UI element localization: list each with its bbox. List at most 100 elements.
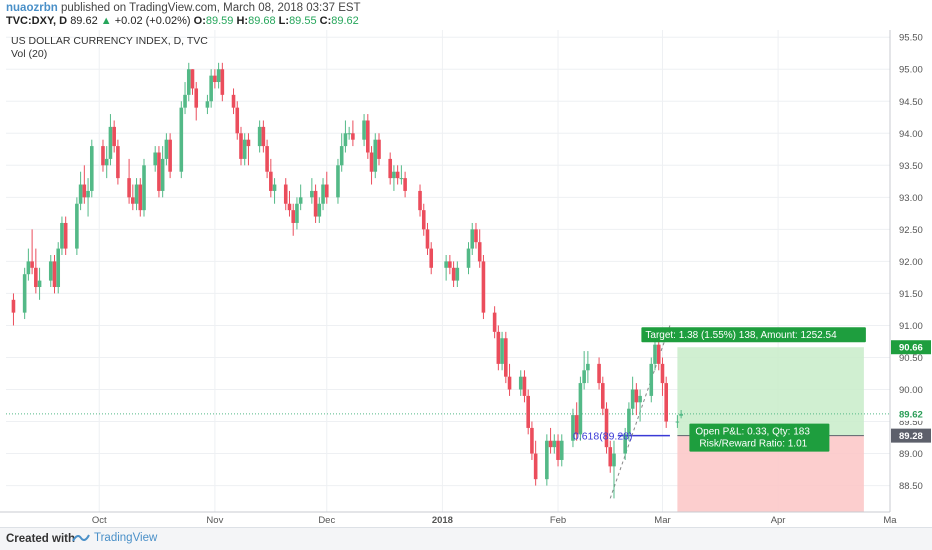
candle-body[interactable]: [399, 178, 404, 180]
candle-body[interactable]: [63, 222, 68, 249]
price-chart[interactable]: 0.618(89.28)1.13(87.90)Target: 1.38 (1.5…: [0, 30, 932, 527]
candle-body[interactable]: [552, 440, 557, 448]
candle-body[interactable]: [448, 261, 452, 268]
candle-body[interactable]: [104, 158, 109, 166]
candle-body[interactable]: [578, 383, 583, 435]
candle-body[interactable]: [86, 190, 90, 198]
candle-body[interactable]: [526, 395, 530, 428]
candle-body[interactable]: [324, 184, 329, 198]
candle-body[interactable]: [582, 370, 586, 384]
candle-body[interactable]: [492, 312, 497, 332]
candle-body[interactable]: [209, 75, 213, 102]
candle-body[interactable]: [656, 344, 661, 364]
candle-body[interactable]: [481, 261, 486, 313]
candle-body[interactable]: [556, 440, 560, 460]
candle-body[interactable]: [313, 190, 318, 217]
candle-body[interactable]: [470, 229, 475, 249]
candle-body[interactable]: [675, 421, 680, 423]
candle-body[interactable]: [186, 69, 191, 95]
candle-body[interactable]: [336, 165, 340, 198]
candle-body[interactable]: [190, 69, 195, 89]
candle-body[interactable]: [649, 363, 654, 396]
candle-body[interactable]: [444, 261, 448, 268]
candle-body[interactable]: [679, 413, 683, 416]
candle-body[interactable]: [194, 88, 199, 108]
candle-body[interactable]: [242, 139, 247, 159]
candle-body[interactable]: [388, 158, 392, 179]
candle-body[interactable]: [216, 69, 221, 83]
candle-body[interactable]: [283, 184, 288, 204]
candle-body[interactable]: [597, 363, 601, 384]
candle-body[interactable]: [377, 139, 381, 159]
candle-body[interactable]: [403, 178, 407, 191]
candle-body[interactable]: [138, 184, 143, 211]
candle-body[interactable]: [664, 383, 669, 422]
candle-body[interactable]: [612, 453, 616, 467]
candle-body[interactable]: [89, 146, 94, 191]
candle-body[interactable]: [604, 408, 609, 448]
candle-body[interactable]: [310, 190, 314, 198]
candle-body[interactable]: [157, 152, 161, 191]
candle-body[interactable]: [183, 94, 187, 108]
candle-body[interactable]: [265, 146, 269, 172]
author-link[interactable]: nuaozrbn: [6, 2, 58, 14]
candle-body[interactable]: [608, 447, 613, 467]
candle-body[interactable]: [660, 363, 665, 384]
candle-body[interactable]: [351, 133, 355, 140]
candle-body[interactable]: [522, 376, 527, 396]
candle-body[interactable]: [451, 267, 456, 281]
candle-body[interactable]: [291, 210, 296, 223]
candle-body[interactable]: [179, 107, 184, 172]
candle-body[interactable]: [295, 203, 299, 223]
candle-body[interactable]: [34, 267, 38, 288]
candle-body[interactable]: [496, 331, 501, 364]
candle-body[interactable]: [30, 261, 34, 268]
candle-body[interactable]: [78, 184, 83, 204]
candle-body[interactable]: [586, 363, 590, 371]
candle-body[interactable]: [22, 274, 27, 313]
candle-body[interactable]: [571, 415, 575, 441]
candle-body[interactable]: [75, 203, 79, 249]
candle-body[interactable]: [530, 427, 534, 454]
candle-body[interactable]: [246, 139, 251, 147]
candle-body[interactable]: [339, 146, 344, 166]
candle-body[interactable]: [52, 261, 57, 288]
candle-body[interactable]: [533, 453, 538, 480]
candle-body[interactable]: [153, 152, 157, 166]
candle-body[interactable]: [421, 210, 426, 230]
candle-body[interactable]: [116, 146, 120, 179]
candle-body[interactable]: [160, 158, 165, 191]
candle-body[interactable]: [559, 440, 564, 460]
candle-body[interactable]: [56, 248, 61, 288]
candle-body[interactable]: [131, 197, 135, 204]
candle-body[interactable]: [257, 126, 262, 147]
target-zone[interactable]: [677, 347, 864, 436]
candle-body[interactable]: [638, 395, 642, 403]
candle-body[interactable]: [477, 242, 482, 262]
candle-body[interactable]: [600, 383, 605, 409]
tradingview-logo[interactable]: TradingView: [72, 532, 157, 544]
candle-body[interactable]: [627, 408, 631, 435]
candle-body[interactable]: [287, 203, 292, 211]
candle-body[interactable]: [545, 440, 549, 480]
candle-body[interactable]: [127, 178, 131, 198]
candle-body[interactable]: [164, 139, 169, 159]
candle-body[interactable]: [60, 222, 64, 249]
candle-body[interactable]: [504, 338, 508, 377]
candle-body[interactable]: [392, 171, 396, 179]
candle-body[interactable]: [395, 171, 400, 179]
time-axis[interactable]: [0, 512, 932, 527]
candle-body[interactable]: [630, 389, 635, 409]
candle-body[interactable]: [205, 101, 210, 108]
candle-body[interactable]: [112, 126, 116, 147]
candle-body[interactable]: [474, 229, 478, 243]
candle-body[interactable]: [134, 184, 139, 204]
candle-body[interactable]: [623, 434, 627, 454]
candle-body[interactable]: [321, 184, 325, 204]
candle-body[interactable]: [235, 107, 240, 134]
candle-body[interactable]: [366, 120, 370, 153]
candle-body[interactable]: [548, 440, 553, 448]
candle-body[interactable]: [373, 139, 378, 172]
candle-body[interactable]: [362, 120, 366, 140]
candle-body[interactable]: [213, 75, 217, 83]
